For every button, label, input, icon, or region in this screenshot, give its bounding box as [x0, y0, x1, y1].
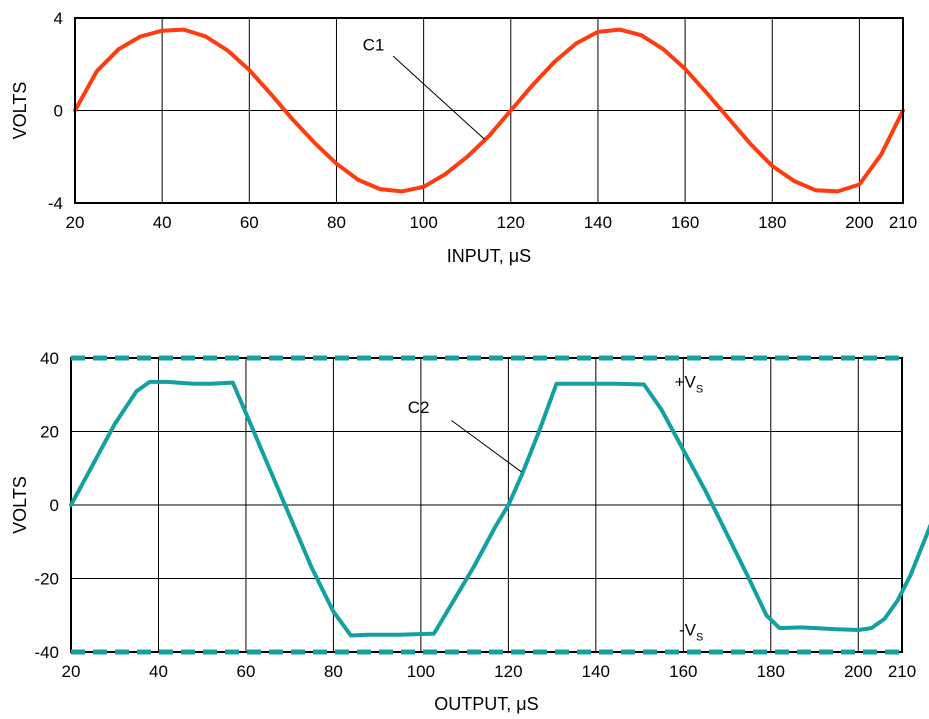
x-tick-label: 40	[149, 662, 168, 681]
output-grid	[71, 358, 902, 652]
x-tick-label: 210	[889, 213, 917, 232]
negative-rail-label: -VS	[679, 620, 703, 643]
output-series-callout: C2	[408, 398, 430, 417]
input-x-axis-label: INPUT, μS	[447, 246, 531, 266]
positive-rail-label: +VS	[675, 372, 704, 395]
x-tick-label: 60	[240, 213, 259, 232]
x-tick-label: 120	[494, 662, 522, 681]
x-tick-label: 180	[758, 213, 786, 232]
input-plot-frame	[74, 17, 904, 204]
x-tick-label: 210	[888, 662, 916, 681]
input-series-callout-line	[392, 55, 485, 140]
x-tick-label: 140	[584, 213, 612, 232]
x-tick-label: 20	[66, 213, 85, 232]
input-x-tick-labels: 20 40 60 80 100 120 140 160 180 200 210	[66, 213, 918, 232]
positive-rail-label-main: +V	[675, 372, 697, 391]
y-tick-label: 0	[50, 496, 59, 515]
y-tick-label: 4	[54, 9, 63, 28]
y-tick-label: -40	[34, 643, 59, 662]
output-chart: 20 40 60 80 100 120 140 160 180 200 210 40200-20-4…	[10, 349, 929, 714]
input-series-callout: C1	[363, 35, 385, 54]
negative-rail-label-main: -V	[679, 620, 697, 639]
positive-rail-label-subscript: S	[696, 383, 703, 395]
x-tick-label: 20	[62, 662, 81, 681]
output-series	[69, 379, 929, 638]
x-tick-label: 200	[844, 662, 872, 681]
input-y-tick-labels: 4 0 -4	[48, 9, 63, 213]
input-grid	[75, 18, 903, 203]
x-tick-label: 140	[582, 662, 610, 681]
output-y-axis-label: VOLTS	[10, 476, 30, 534]
output-series-callout-line	[451, 420, 522, 473]
output-y-tick-labels: 40 20 0 -20 -40	[34, 349, 59, 662]
x-tick-label: 180	[757, 662, 785, 681]
y-tick-label: 40	[40, 349, 59, 368]
series-line-c1	[73, 27, 905, 194]
x-tick-label: 120	[497, 213, 525, 232]
input-series	[73, 27, 905, 194]
y-tick-label: -4	[48, 194, 63, 213]
x-tick-label: 80	[327, 213, 346, 232]
x-tick-label: 160	[669, 662, 697, 681]
y-tick-label: -20	[34, 570, 59, 589]
output-supply-rails	[71, 355, 902, 655]
x-tick-label: 100	[409, 213, 437, 232]
x-tick-label: 160	[671, 213, 699, 232]
series-line-c2	[69, 379, 929, 638]
x-tick-label: 60	[236, 662, 255, 681]
y-tick-label: 20	[40, 423, 59, 442]
x-tick-label: 200	[845, 213, 873, 232]
x-tick-label: 100	[407, 662, 435, 681]
output-x-axis-label: OUTPUT, μS	[434, 694, 538, 714]
input-chart: 20 40 60 80 100 120 140 160 180 200 210 40-4 INPUT…	[10, 9, 917, 266]
x-tick-label: 40	[153, 213, 172, 232]
x-tick-label: 80	[324, 662, 343, 681]
negative-rail-label-subscript: S	[696, 631, 703, 643]
y-tick-label: 0	[54, 102, 63, 121]
input-y-axis-label: VOLTS	[10, 82, 30, 140]
output-x-tick-labels: 20 40 60 80 100 120 140 160 180 200 210	[62, 662, 917, 681]
